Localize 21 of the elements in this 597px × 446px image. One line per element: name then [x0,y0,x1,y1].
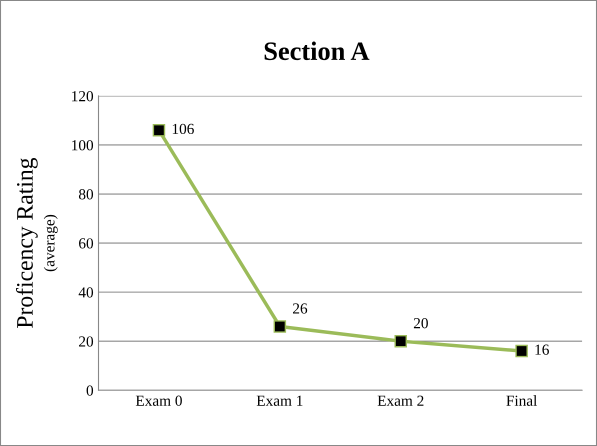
data-label: 16 [535,344,549,355]
x-tick-label: Exam 1 [256,396,302,406]
y-tick-label: 40 [78,287,94,298]
y-tick-label: 0 [86,385,94,396]
y-tick-label: 20 [79,336,94,347]
point [152,124,166,136]
x-tick-label: Exam 0 [136,396,182,406]
chart-title: Section A [264,42,370,60]
data-label: 106 [172,124,194,134]
point [394,334,407,348]
x-tick-label: Final [506,395,538,406]
y-axis-title: Proficency Rating (average) [16,158,58,328]
point [515,344,528,358]
point [274,320,286,333]
y-tick-label: 60 [79,238,94,249]
y-tick-label: 80 [78,189,94,200]
y-tick-label: 100 [72,140,94,150]
y-tick-label: 120 [72,91,94,102]
x-tick-label: Exam 2 [378,396,424,406]
data-label: 26 [293,303,308,314]
data-label: 20 [414,318,428,328]
